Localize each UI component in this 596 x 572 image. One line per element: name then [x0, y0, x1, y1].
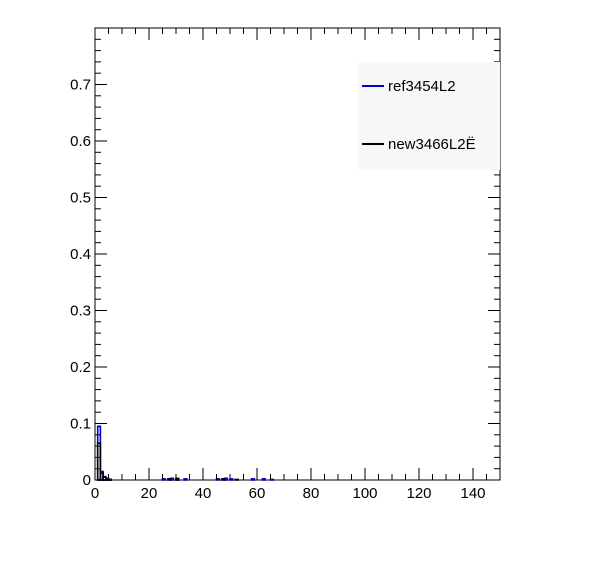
- y-tick-label: 0.1: [70, 416, 91, 433]
- x-tick-label: 60: [249, 485, 266, 502]
- y-tick-label: 0.4: [70, 246, 91, 263]
- x-tick-label: 20: [141, 485, 158, 502]
- histogram-bin: [221, 478, 226, 481]
- x-tick-label: 100: [352, 485, 377, 502]
- y-tick-label: 0.6: [70, 133, 91, 150]
- histogram-bin: [167, 478, 172, 481]
- legend-label: new3466L2Ë: [388, 136, 476, 153]
- x-tick-label: 140: [460, 485, 485, 502]
- x-tick-label: 80: [303, 485, 320, 502]
- histogram-bin: [183, 478, 188, 481]
- histogram-bin: [250, 478, 256, 481]
- x-tick-label: 0: [91, 485, 99, 502]
- legend-box: [358, 62, 500, 170]
- legend-label: ref3454L2: [388, 78, 456, 95]
- y-tick-label: 0.5: [70, 190, 91, 207]
- histogram-bin: [261, 478, 266, 481]
- y-tick-label: 0.7: [70, 77, 91, 94]
- y-tick-label: 0: [83, 472, 91, 489]
- y-tick-label: 0.3: [70, 303, 91, 320]
- y-tick-label: 0.2: [70, 359, 91, 376]
- x-tick-label: 40: [195, 485, 212, 502]
- x-tick-label: 120: [406, 485, 431, 502]
- histogram-bin: [234, 478, 239, 481]
